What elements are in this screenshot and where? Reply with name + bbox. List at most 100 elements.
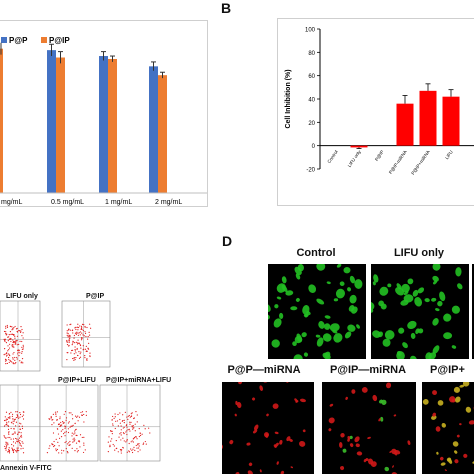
y-axis-label: Cell Inhibition (%) xyxy=(285,69,292,128)
flow-dot xyxy=(66,341,69,343)
cell xyxy=(449,396,456,403)
flow-dot xyxy=(19,428,22,430)
flow-dot xyxy=(11,433,13,435)
flow-dot xyxy=(68,339,70,341)
flow-dot xyxy=(85,414,87,417)
flow-dot xyxy=(67,428,70,430)
flow-dot xyxy=(75,326,77,328)
flow-dot xyxy=(14,442,17,444)
flow-dot xyxy=(17,349,19,351)
flow-dot xyxy=(88,334,91,336)
flow-dot xyxy=(12,339,14,341)
flow-dot xyxy=(83,421,85,423)
cell xyxy=(315,334,321,338)
flow-dot xyxy=(20,448,22,450)
flow-dot xyxy=(73,433,75,435)
cell xyxy=(294,398,298,403)
flow-dot xyxy=(3,425,6,427)
flow-dot xyxy=(51,424,53,426)
cell xyxy=(391,448,397,455)
flow-dot xyxy=(8,338,11,340)
flow-dot xyxy=(16,356,18,359)
cell xyxy=(349,443,354,448)
flow-dot xyxy=(53,445,56,447)
flow-dot xyxy=(66,324,68,326)
flow-dot xyxy=(129,423,131,425)
flow-dot xyxy=(76,347,78,350)
flow-dot xyxy=(141,433,143,435)
cell xyxy=(340,432,345,438)
flow-dot xyxy=(79,344,82,347)
cell xyxy=(238,382,243,385)
cell xyxy=(296,333,303,343)
cell xyxy=(308,284,317,293)
flow-dot xyxy=(64,441,66,444)
panel-a-svg: P@P P@IP mg/mL 0.5 mg/mL 1 mg/mL 2 mg/mL xyxy=(0,36,207,206)
flow-dot xyxy=(18,343,20,346)
flow-dot xyxy=(138,445,140,447)
flow-dot xyxy=(6,333,8,335)
flow-dot xyxy=(132,425,134,427)
cell xyxy=(432,264,441,271)
flow-dot xyxy=(108,436,110,438)
flow-dot xyxy=(67,422,70,424)
cell xyxy=(328,417,335,424)
flow-dot xyxy=(7,336,9,338)
flow-dot xyxy=(71,432,73,434)
flow-dot xyxy=(14,450,17,452)
flow-dot xyxy=(128,451,131,453)
flow-dot xyxy=(76,326,78,328)
flow-dot xyxy=(115,420,117,422)
flow-dot xyxy=(19,330,21,332)
flow-dot xyxy=(126,440,128,442)
flow-dot xyxy=(144,440,146,443)
flow-dot xyxy=(19,412,21,414)
x-tick-label: Control xyxy=(326,149,338,164)
flow-dot xyxy=(4,353,6,355)
flow-dot xyxy=(7,350,9,352)
flow-dot xyxy=(120,429,122,431)
flow-dot xyxy=(72,424,74,426)
flow-dot xyxy=(133,437,135,439)
flow-dot xyxy=(7,450,10,452)
flow-dot xyxy=(55,450,57,452)
flow-dot xyxy=(123,421,125,424)
flow-dot xyxy=(85,335,87,338)
flow-dot xyxy=(88,331,90,334)
flow-dot xyxy=(21,328,23,331)
flow-dot xyxy=(72,341,75,343)
flow-dot xyxy=(71,357,74,360)
flow-dot xyxy=(59,423,61,425)
flow-dot xyxy=(84,348,87,350)
flow-dot xyxy=(14,325,16,328)
cell xyxy=(259,469,262,473)
flow-xlabel: Annexin V-FITC xyxy=(0,465,52,472)
flow-dot xyxy=(78,357,81,359)
flow-dot xyxy=(122,414,124,416)
flow-dot xyxy=(5,327,7,329)
flow-dot xyxy=(120,452,122,454)
flow-dot xyxy=(74,415,77,417)
flow-dot xyxy=(6,421,8,423)
flow-dot xyxy=(83,335,85,337)
flow-dot xyxy=(55,438,57,440)
flow-dot xyxy=(19,360,21,362)
cell xyxy=(285,290,294,296)
flow-dot xyxy=(74,350,76,352)
flow-dot xyxy=(8,432,10,434)
flow-dot xyxy=(5,449,7,451)
flow-dot xyxy=(7,349,10,351)
cell xyxy=(455,396,461,403)
cell xyxy=(304,313,309,318)
flow-dot xyxy=(129,430,131,432)
flow-dot xyxy=(68,412,70,414)
cell xyxy=(436,451,439,455)
flow-dot xyxy=(12,420,14,422)
flow-dot xyxy=(7,436,9,439)
cell xyxy=(329,403,334,407)
flow-dot xyxy=(70,352,72,354)
flow-dot xyxy=(77,342,79,344)
y-tick-label: 0 xyxy=(312,144,316,150)
flow-dot xyxy=(14,437,17,440)
cell xyxy=(281,276,287,284)
